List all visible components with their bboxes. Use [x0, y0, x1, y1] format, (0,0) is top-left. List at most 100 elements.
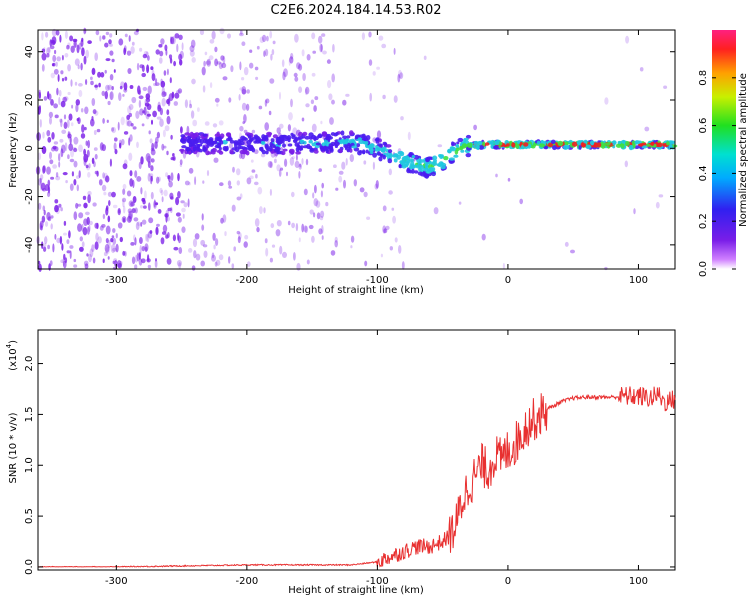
spectrogram-noise-point	[154, 141, 158, 149]
spectrogram-noise-point	[310, 99, 314, 105]
spectrogram-signal-point	[185, 147, 191, 152]
spectrogram-noise-point	[61, 54, 64, 61]
spectrogram-noise-point	[56, 56, 61, 62]
spectrogram-noise-point	[88, 163, 91, 169]
spectrogram-noise-point	[52, 54, 57, 63]
spectrogram-signal-point	[260, 141, 265, 144]
spectrogram-noise-point	[58, 153, 61, 162]
spectrogram-noise-point	[126, 114, 131, 120]
spectrogram-signal-point	[323, 145, 328, 151]
spectrogram-noise-point	[73, 179, 77, 186]
spectrogram-signal-point	[413, 170, 419, 174]
spectrogram-noise-point	[94, 153, 98, 160]
spectrogram-noise-point	[87, 226, 90, 235]
spectrogram-noise-point	[49, 39, 53, 47]
spectrogram-noise-point	[316, 212, 321, 220]
spectrogram-noise-point	[287, 220, 291, 226]
spectrogram-signal-point	[539, 143, 545, 148]
spectrogram-noise-point	[159, 187, 163, 194]
spectrogram-noise-point	[50, 215, 54, 219]
spectrogram-noise-point	[625, 35, 630, 44]
spectrogram-noise-point	[46, 130, 51, 137]
spectrogram-noise-point	[241, 41, 246, 46]
spectrogram-signal-point	[243, 149, 248, 155]
spectrogram-noise-point	[161, 196, 164, 203]
spectrogram-ylabel: Frequency (Hz)	[8, 112, 19, 188]
spectrogram-noise-point	[147, 264, 152, 269]
spectrogram-noise-point	[251, 129, 256, 134]
spectrogram-noise-point	[135, 110, 140, 119]
spectrogram-noise-point	[325, 201, 329, 207]
spectrogram-noise-point	[318, 228, 323, 235]
spectrogram-signal-point	[219, 133, 225, 139]
spectrogram-noise-point	[267, 161, 273, 168]
spectrogram-signal-point	[642, 145, 648, 149]
spectrogram-noise-point	[286, 171, 288, 177]
spectrogram-noise-point	[305, 86, 310, 95]
spectrogram-noise-point	[166, 257, 172, 265]
spectrogram-signal-point	[181, 145, 187, 149]
spectrogram-signal-point	[658, 142, 663, 148]
spectrogram-noise-point	[71, 104, 74, 109]
spectrogram-noise-point	[123, 45, 127, 53]
spectrogram-noise-point	[87, 140, 90, 149]
spectrogram-noise-point	[243, 241, 248, 248]
spectrogram-noise-point	[46, 166, 51, 175]
spectrogram-noise-point	[88, 220, 93, 226]
spectrogram-noise-point	[141, 123, 145, 127]
spectrogram-noise-point	[139, 47, 143, 52]
spectrogram-noise-point	[117, 121, 120, 131]
spectrogram-signal-point	[571, 141, 578, 147]
spectrogram-noise-point	[159, 118, 164, 128]
spectrogram-signal-point	[473, 140, 479, 146]
spectrogram-noise-point	[111, 58, 115, 63]
spectrogram-signal-point	[315, 142, 321, 146]
spectrogram-noise-point	[117, 222, 123, 229]
spectrogram-noise-point	[68, 143, 74, 151]
spectrogram-noise-point	[243, 66, 249, 76]
spectrogram-signal-point	[580, 142, 585, 147]
spectrogram-noise-point	[298, 171, 301, 179]
spectrogram-noise-point	[78, 89, 83, 98]
spectrogram-noise-point	[96, 170, 99, 177]
spectrogram-noise-point	[147, 160, 151, 169]
spectrogram-noise-point	[366, 216, 371, 220]
spectrogram-signal-point	[227, 136, 232, 141]
spectrogram-noise-point	[132, 126, 137, 130]
spectrogram-noise-point	[104, 243, 110, 253]
spectrogram-noise-point	[238, 94, 241, 101]
spectrogram-signal-point	[457, 137, 464, 143]
spectrogram-noise-point	[163, 91, 167, 97]
spectrogram-noise-point	[195, 253, 201, 261]
spectrogram-noise-point	[321, 33, 326, 37]
spectrogram-noise-point	[63, 260, 67, 269]
spectrogram-noise-point	[369, 92, 373, 102]
spectrogram-noise-point	[60, 118, 63, 128]
spectrogram-noise-point	[150, 66, 154, 71]
spectrogram-noise-point	[167, 207, 172, 212]
spectrogram-noise-point	[437, 144, 443, 148]
spectrogram-signal-point	[321, 142, 327, 147]
spectrogram-noise-point	[138, 89, 142, 96]
spectrogram-signal-point	[282, 143, 286, 148]
spectrogram-noise-point	[41, 146, 47, 154]
spectrogram-noise-point	[119, 139, 122, 147]
spectrogram-noise-point	[101, 90, 106, 97]
spectrogram-noise-point	[112, 260, 115, 264]
spectrogram-signal-point	[251, 147, 256, 153]
spectrogram-noise-point	[112, 228, 116, 233]
spectrogram-noise-point	[144, 98, 147, 107]
spectrogram-noise-point	[338, 170, 344, 175]
spectrogram-noise-point	[41, 64, 45, 72]
spectrogram-noise-point	[70, 45, 75, 53]
spectrogram-noise-point	[259, 36, 265, 44]
spectrogram-noise-point	[36, 132, 41, 141]
spectrogram-noise-point	[221, 62, 227, 69]
spectrogram-noise-point	[70, 148, 75, 158]
spectrogram-signal-point	[625, 141, 630, 146]
spectrogram-signal-point	[456, 141, 460, 145]
spectrogram-noise-point	[319, 43, 323, 53]
spectrogram-noise-point	[166, 115, 171, 125]
spectrogram-noise-point	[244, 234, 249, 240]
spectrogram-signal-point	[342, 135, 348, 139]
